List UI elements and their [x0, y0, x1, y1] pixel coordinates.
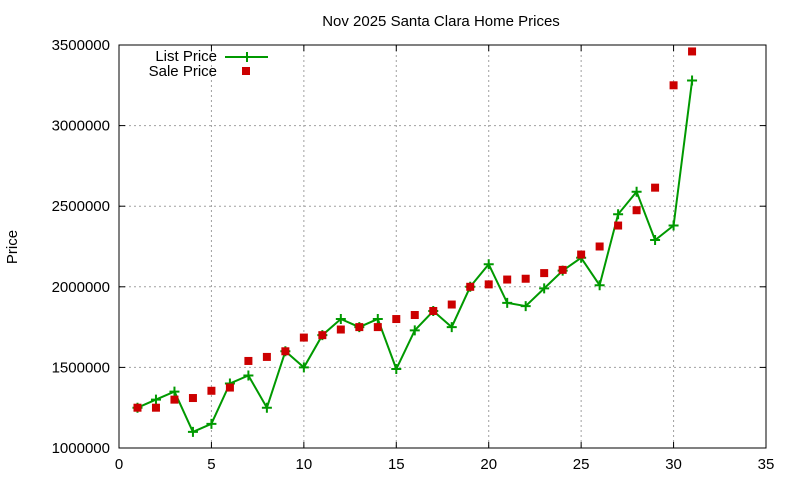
- sale-price-point: [484, 280, 493, 289]
- sale-price-point: [595, 242, 604, 251]
- list-price-point: [631, 186, 642, 197]
- chart-title: Nov 2025 Santa Clara Home Prices: [322, 13, 560, 30]
- sale-price-point: [225, 383, 234, 392]
- list-price-point: [502, 297, 513, 308]
- list-price-point: [261, 402, 272, 413]
- legend-marker-list-price: [242, 52, 252, 62]
- x-tick-label: 15: [388, 456, 405, 473]
- sale-price-point: [188, 394, 197, 403]
- list-price-line: [137, 80, 694, 434]
- x-tick-label: 5: [207, 456, 215, 473]
- y-tick-label: 3000000: [52, 118, 110, 135]
- legend-label-list-price: List Price: [155, 48, 217, 65]
- y-tick-label: 3500000: [52, 37, 110, 54]
- list-price-point: [668, 220, 679, 231]
- list-price-point: [483, 259, 494, 270]
- list-price-point: [206, 418, 217, 429]
- list-price-point: [446, 322, 457, 333]
- sale-price-point: [299, 333, 308, 342]
- sale-price-point: [410, 311, 419, 320]
- sale-price-point: [632, 206, 641, 215]
- x-tick-label: 35: [758, 456, 775, 473]
- sale-price-point: [429, 306, 438, 315]
- x-tick-label: 30: [665, 456, 682, 473]
- sale-price-point: [521, 274, 530, 283]
- list-price-point: [372, 314, 383, 325]
- x-tick-label: 0: [115, 456, 123, 473]
- list-price-point: [687, 75, 698, 86]
- y-tick-label: 2500000: [52, 198, 110, 215]
- y-tick-label: 2000000: [52, 279, 110, 296]
- sale-price-point: [392, 315, 401, 324]
- legend: List Price Sale Price: [149, 48, 268, 80]
- series: [132, 47, 698, 437]
- sale-price-point: [355, 323, 364, 332]
- plot-area-border: [118, 44, 767, 449]
- list-price-point: [243, 370, 254, 381]
- sale-price-point: [651, 183, 660, 192]
- list-price-point: [391, 364, 402, 375]
- sale-price-point: [614, 221, 623, 230]
- list-price-point: [169, 386, 180, 397]
- list-price-point: [150, 394, 161, 405]
- sale-price-point: [244, 356, 253, 365]
- list-price-point: [539, 283, 550, 294]
- legend-label-sale-price: Sale Price: [149, 63, 217, 80]
- x-tick-label: 20: [480, 456, 497, 473]
- sale-price-point: [466, 282, 475, 291]
- list-price-point: [594, 280, 605, 291]
- axes: 0 5 10 15 20 25 30 35 1000000 1500000 2000000 25000…: [52, 37, 775, 473]
- sale-price-point: [447, 300, 456, 309]
- sale-price-point: [336, 325, 345, 334]
- y-tick-label: 1000000: [52, 440, 110, 457]
- sale-price-point: [318, 331, 327, 340]
- list-price-point: [613, 209, 624, 220]
- list-price-point: [298, 362, 309, 373]
- sale-price-point: [688, 47, 697, 56]
- x-tick-label: 25: [573, 456, 590, 473]
- list-price-point: [335, 314, 346, 325]
- sale-price-point: [558, 265, 567, 274]
- sale-price-point: [207, 386, 216, 395]
- y-axis-label: Price: [4, 230, 21, 264]
- sale-price-point: [373, 323, 382, 332]
- list-price-point: [187, 426, 198, 437]
- sale-price-point: [577, 250, 586, 259]
- x-tick-label: 10: [296, 456, 313, 473]
- sale-price-point: [151, 403, 160, 412]
- sale-price-point: [170, 395, 179, 404]
- list-price-point: [650, 235, 661, 246]
- list-price-point: [409, 325, 420, 336]
- sale-price-point: [262, 352, 271, 361]
- y-tick-label: 1500000: [52, 359, 110, 376]
- sale-price-point: [540, 269, 549, 278]
- sale-price-point: [503, 275, 512, 284]
- sale-price-point: [669, 81, 678, 90]
- sale-price-point: [281, 347, 290, 356]
- legend-marker-sale-price: [242, 67, 250, 75]
- list-price-point: [520, 301, 531, 312]
- sale-price-point: [133, 403, 142, 412]
- grid: [119, 45, 766, 448]
